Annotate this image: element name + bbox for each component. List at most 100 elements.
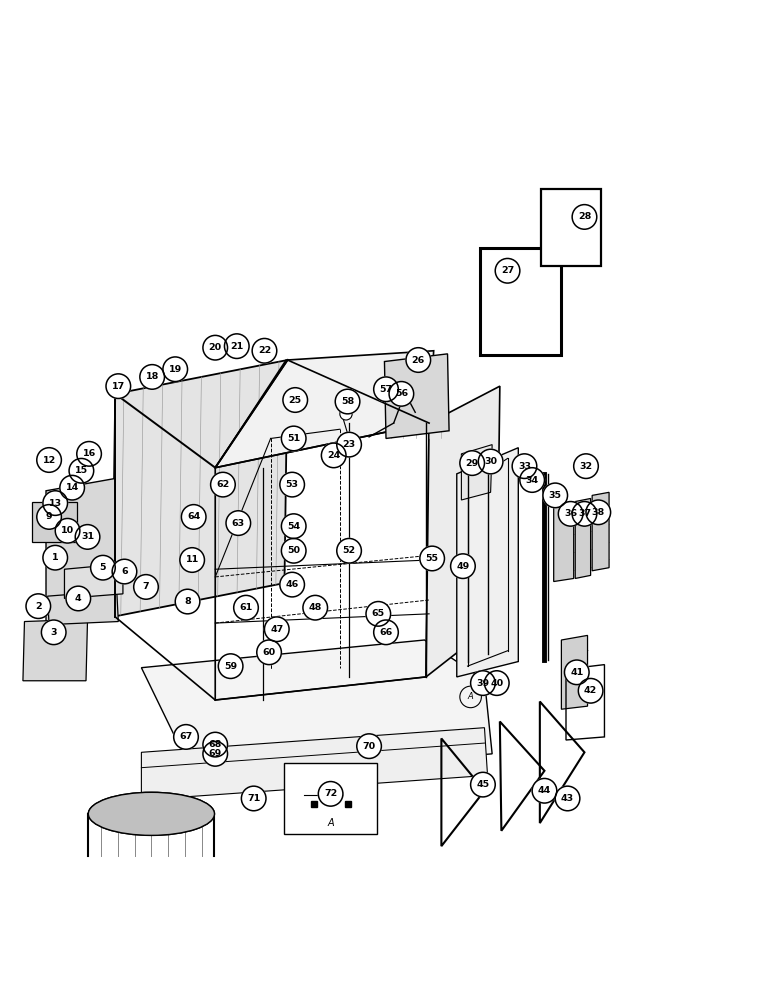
Text: 1: 1: [52, 553, 59, 562]
Text: 24: 24: [327, 451, 340, 460]
Text: 68: 68: [208, 740, 222, 749]
Text: 38: 38: [591, 508, 605, 517]
Text: 67: 67: [179, 732, 193, 741]
Circle shape: [226, 511, 251, 535]
Polygon shape: [575, 498, 591, 578]
Text: 56: 56: [394, 389, 408, 398]
Text: 49: 49: [456, 562, 469, 571]
Polygon shape: [141, 640, 493, 778]
Text: 36: 36: [564, 509, 577, 518]
Circle shape: [340, 408, 352, 420]
Circle shape: [43, 545, 67, 570]
Text: 48: 48: [309, 603, 322, 612]
Polygon shape: [215, 351, 434, 468]
Text: 16: 16: [83, 449, 96, 458]
Polygon shape: [46, 478, 115, 623]
Circle shape: [42, 620, 66, 645]
Circle shape: [520, 468, 544, 492]
Circle shape: [471, 772, 495, 797]
Text: 11: 11: [185, 555, 198, 564]
Polygon shape: [554, 502, 574, 582]
Text: 64: 64: [187, 512, 200, 521]
Text: 29: 29: [466, 459, 479, 468]
Circle shape: [471, 671, 495, 695]
Text: 58: 58: [341, 397, 354, 406]
Circle shape: [279, 572, 304, 597]
Circle shape: [420, 546, 445, 571]
Text: A: A: [327, 818, 334, 828]
Circle shape: [26, 594, 51, 618]
Circle shape: [572, 205, 597, 229]
Text: 31: 31: [81, 532, 94, 541]
Text: 47: 47: [270, 625, 283, 634]
Text: 2: 2: [35, 602, 42, 611]
Circle shape: [337, 538, 361, 563]
Circle shape: [366, 602, 391, 626]
Circle shape: [578, 678, 603, 703]
Text: 54: 54: [287, 522, 300, 531]
Text: 15: 15: [75, 466, 88, 475]
Text: 44: 44: [538, 786, 551, 795]
Text: 66: 66: [379, 628, 393, 637]
Circle shape: [75, 525, 100, 549]
Circle shape: [76, 442, 101, 466]
Circle shape: [112, 559, 137, 584]
Text: 46: 46: [286, 580, 299, 589]
Text: A: A: [468, 692, 473, 701]
Circle shape: [485, 671, 509, 695]
Polygon shape: [384, 354, 449, 438]
Text: 61: 61: [239, 603, 252, 612]
Circle shape: [495, 258, 520, 283]
Circle shape: [134, 575, 158, 599]
Text: 23: 23: [343, 440, 356, 449]
Circle shape: [374, 620, 398, 645]
Polygon shape: [480, 248, 561, 355]
Polygon shape: [592, 492, 609, 571]
Text: 40: 40: [490, 679, 503, 688]
Polygon shape: [561, 635, 587, 709]
Text: 18: 18: [145, 372, 159, 381]
Text: 22: 22: [258, 346, 271, 355]
Circle shape: [389, 382, 414, 406]
Text: 71: 71: [247, 794, 260, 803]
Polygon shape: [65, 564, 123, 598]
Circle shape: [175, 589, 200, 614]
Text: 25: 25: [289, 396, 302, 405]
Circle shape: [234, 595, 259, 620]
Polygon shape: [141, 728, 488, 800]
Polygon shape: [426, 386, 499, 677]
Text: 13: 13: [49, 499, 62, 508]
Circle shape: [265, 617, 289, 642]
Text: 70: 70: [363, 742, 376, 751]
Polygon shape: [541, 189, 601, 266]
Text: 59: 59: [224, 662, 237, 671]
Text: 6: 6: [121, 567, 128, 576]
Circle shape: [283, 388, 307, 412]
Circle shape: [574, 454, 598, 478]
Text: 50: 50: [287, 546, 300, 555]
Circle shape: [572, 502, 597, 526]
Circle shape: [281, 514, 306, 538]
Circle shape: [318, 782, 343, 806]
Circle shape: [543, 483, 567, 508]
Circle shape: [451, 554, 476, 578]
Text: 7: 7: [143, 582, 149, 591]
Text: 39: 39: [476, 679, 489, 688]
Text: 51: 51: [287, 434, 300, 443]
Text: 72: 72: [324, 789, 337, 798]
Circle shape: [479, 449, 503, 474]
Text: 21: 21: [230, 342, 243, 351]
Text: 57: 57: [379, 385, 393, 394]
Circle shape: [335, 389, 360, 414]
Text: 3: 3: [50, 628, 57, 637]
Polygon shape: [457, 448, 518, 677]
Ellipse shape: [88, 792, 215, 835]
Text: 37: 37: [578, 509, 591, 518]
Text: 53: 53: [286, 480, 299, 489]
Circle shape: [43, 491, 67, 515]
Text: 28: 28: [577, 212, 591, 221]
Circle shape: [37, 505, 62, 529]
Ellipse shape: [88, 792, 215, 835]
Circle shape: [555, 786, 580, 811]
Circle shape: [140, 365, 164, 389]
